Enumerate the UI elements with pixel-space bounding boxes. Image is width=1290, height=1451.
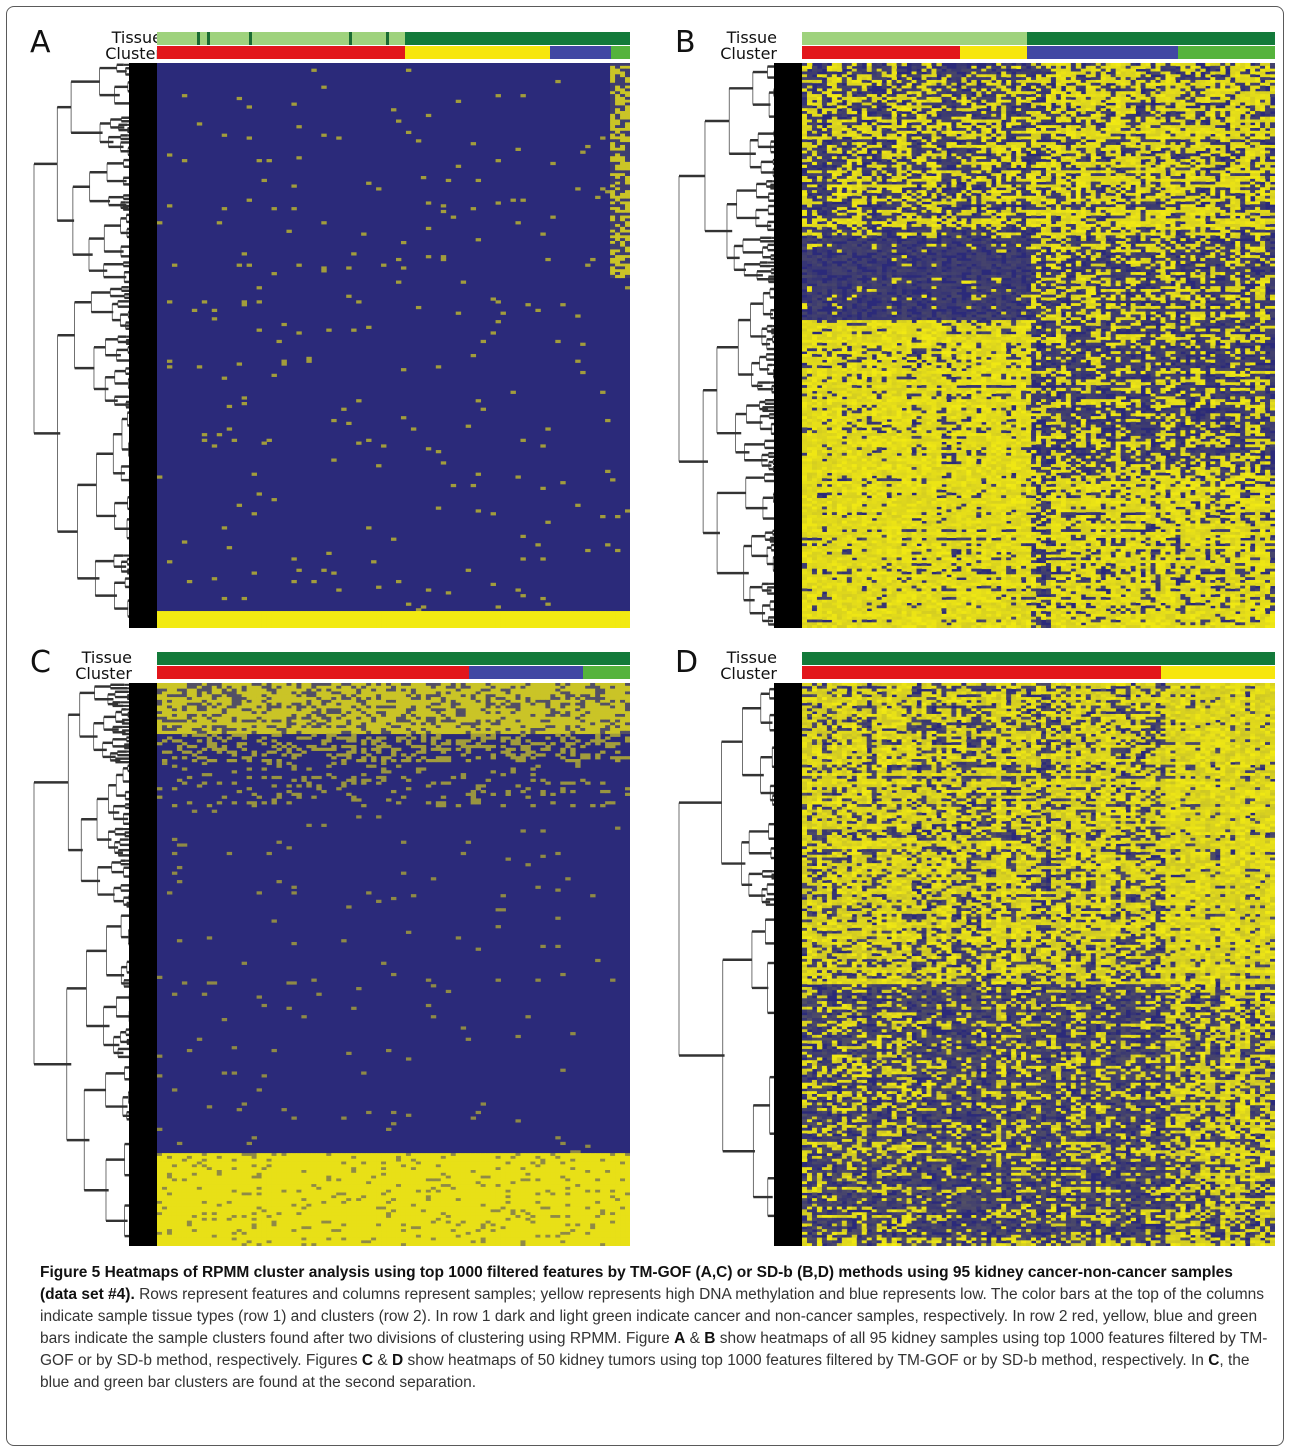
tissue-segment-cancer (405, 32, 630, 45)
cluster-segment-blue (469, 666, 583, 679)
panel-c: C Tissue Cluster (30, 648, 635, 1253)
caption-ref-c2: C (1208, 1352, 1219, 1369)
dendrogram-leaf-mass (774, 683, 802, 1246)
panel-letter-a: A (30, 28, 51, 58)
tissue-bar (157, 652, 630, 665)
figure-label: Figure 5 (40, 1264, 100, 1281)
cluster-label: Cluster (82, 46, 162, 62)
cluster-segment-red (157, 46, 406, 59)
dendrogram-leaf-mass (129, 63, 157, 628)
heatmap (157, 683, 630, 1246)
cluster-segment-blue (549, 46, 612, 59)
cluster-bar (802, 46, 1275, 59)
heatmap (802, 63, 1275, 628)
cancer-sample-tick (206, 32, 210, 45)
tissue-bar (157, 32, 630, 45)
panel-letter-b: B (675, 28, 696, 58)
panel-d: D Tissue Cluster (675, 648, 1280, 1253)
panel-a: A Tissue Cluster (30, 28, 635, 633)
figure-title: Heatmaps of RPMM cluster analysis using … (40, 1264, 1233, 1303)
panel-b: B Tissue Cluster (675, 28, 1280, 633)
tissue-segment-cancer (157, 652, 630, 665)
caption-ref-d: D (392, 1352, 403, 1369)
cluster-segment-red (157, 666, 470, 679)
dendrogram (678, 683, 802, 1246)
cluster-segment-red (802, 46, 961, 59)
tissue-bar (802, 652, 1275, 665)
heatmap-cells (157, 63, 630, 628)
tissue-segment-non-cancer (157, 32, 406, 45)
heatmap (157, 63, 630, 628)
dendrogram (33, 63, 157, 628)
tissue-label: Tissue (82, 30, 162, 46)
panel-letter-c: C (30, 648, 51, 678)
cluster-segment-green (611, 46, 630, 59)
cancer-sample-tick (348, 32, 352, 45)
panel-letter-d: D (675, 648, 698, 678)
cancer-sample-tick (249, 32, 253, 45)
cluster-label: Cluster (52, 666, 132, 682)
figure-caption: Figure 5 Heatmaps of RPMM cluster analys… (40, 1262, 1270, 1394)
dendrogram-leaf-mass (129, 683, 157, 1246)
cluster-segment-green (1178, 46, 1275, 59)
dendrogram (33, 683, 157, 1246)
caption-text-1: Rows represent features and columns repr… (40, 1286, 1264, 1347)
cluster-bar (157, 46, 630, 59)
cluster-bar (802, 666, 1275, 679)
caption-ref-a: A (674, 1330, 685, 1347)
caption-text-3: show heatmaps of 50 kidney tumors using … (403, 1352, 1208, 1369)
heatmap (802, 683, 1275, 1246)
cluster-segment-green (582, 666, 630, 679)
cluster-segment-yellow (1161, 666, 1275, 679)
tissue-bar (802, 32, 1275, 45)
cluster-bar (157, 666, 630, 679)
caption-amp-1: & (685, 1330, 704, 1347)
cluster-label: Cluster (697, 666, 777, 682)
cluster-label: Cluster (697, 46, 777, 62)
tissue-label: Tissue (52, 650, 132, 666)
heatmap-cells (157, 683, 630, 1246)
tissue-label: Tissue (697, 650, 777, 666)
caption-ref-c: C (362, 1352, 373, 1369)
tissue-segment-non-cancer (802, 32, 1027, 45)
cluster-segment-yellow (960, 46, 1027, 59)
dendrogram (678, 63, 802, 628)
caption-text-2: show heatmaps of all 95 kidney samples u… (40, 1330, 1267, 1369)
heatmap-cells (802, 63, 1275, 628)
tissue-segment-cancer (802, 652, 1275, 665)
cluster-segment-yellow (405, 46, 550, 59)
cancer-sample-tick (197, 32, 201, 45)
caption-amp-2: & (373, 1352, 392, 1369)
heatmap-cells (802, 683, 1275, 1246)
tissue-label: Tissue (697, 30, 777, 46)
tissue-segment-cancer (1026, 32, 1275, 45)
caption-text-4: , the blue and green bar clusters are fo… (40, 1352, 1250, 1391)
cluster-segment-blue (1026, 46, 1179, 59)
cluster-segment-red (802, 666, 1162, 679)
caption-ref-b: B (704, 1330, 715, 1347)
cancer-sample-tick (386, 32, 390, 45)
dendrogram-leaf-mass (774, 63, 802, 628)
